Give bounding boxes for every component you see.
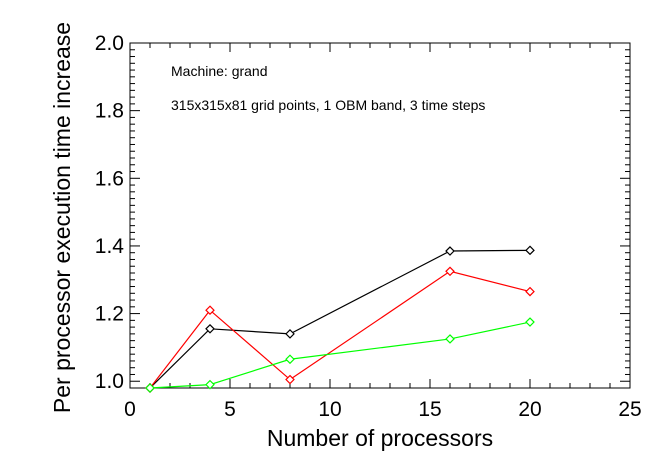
data-point — [145, 383, 155, 393]
series-line — [149, 249, 531, 389]
y-tick-label: 1.6 — [95, 167, 124, 190]
data-point — [445, 334, 455, 344]
y-tick-label: 2.0 — [95, 32, 124, 55]
x-axis-title: Number of processors — [267, 425, 493, 451]
data-point — [525, 317, 535, 327]
y-tick-label: 1.8 — [95, 100, 124, 123]
series-layer — [145, 245, 535, 393]
data-point — [445, 246, 455, 256]
x-tick-label: 5 — [224, 398, 236, 421]
annotation-machine: Machine: grand — [171, 63, 268, 79]
x-tick-label: 10 — [318, 398, 341, 421]
series-1 — [145, 266, 535, 393]
x-tick-label: 0 — [124, 398, 136, 421]
data-point — [525, 245, 535, 256]
plot-frame — [129, 42, 631, 389]
axis-ticks — [129, 42, 631, 388]
y-tick-labels: 1.0 1.2 1.4 1.6 1.8 2.0 — [95, 32, 125, 393]
x-tick-labels: 0 5 10 15 20 25 — [124, 398, 642, 421]
x-tick-label: 20 — [518, 398, 541, 421]
x-tick-label: 25 — [618, 398, 641, 421]
y-tick-label: 1.2 — [95, 303, 124, 326]
y-tick-label: 1.0 — [95, 370, 124, 393]
data-point — [525, 286, 535, 297]
y-axis-title: Per processor execution time increase — [49, 22, 75, 413]
annotation-grid-info: 315x315x81 grid points, 1 OBM band, 3 ti… — [171, 97, 485, 113]
data-point — [285, 354, 295, 365]
y-tick-label: 1.4 — [95, 235, 125, 258]
x-tick-label: 15 — [418, 398, 441, 421]
data-point — [285, 329, 295, 339]
data-point — [285, 374, 295, 385]
data-point — [205, 323, 215, 334]
data-point — [205, 305, 215, 316]
series-0 — [145, 245, 535, 393]
data-point — [205, 379, 215, 390]
series-2 — [145, 317, 535, 393]
data-point — [445, 266, 455, 277]
